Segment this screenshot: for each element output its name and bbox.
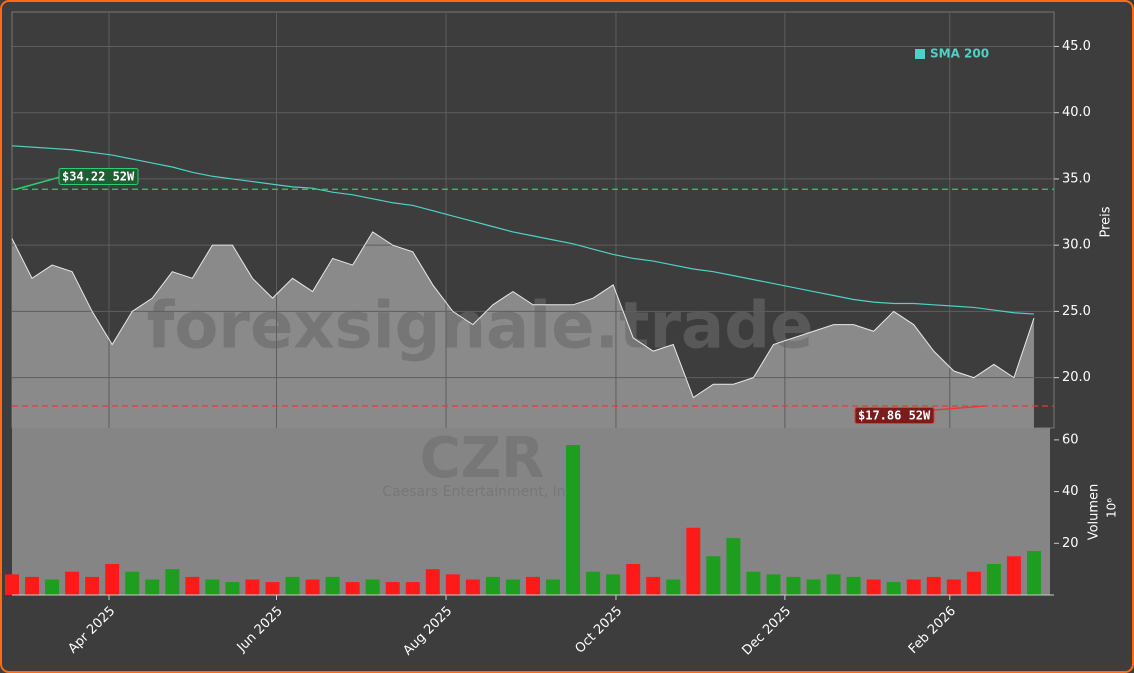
y-tick-label: 45.0 <box>1062 39 1091 54</box>
volume-bar <box>185 576 200 595</box>
volume-bar <box>385 582 400 595</box>
volume-bar <box>1026 551 1041 595</box>
volume-bar <box>926 576 941 595</box>
watermark: forexsignale.trade <box>147 290 814 364</box>
volume-bar <box>345 582 360 595</box>
volume-bar <box>886 582 901 595</box>
volume-bar <box>65 571 80 595</box>
y-tick-label: 20.0 <box>1062 370 1091 385</box>
volume-panel <box>12 428 1050 595</box>
volume-bar <box>946 579 961 595</box>
volume-bar <box>966 571 981 595</box>
legend-label: SMA 200 <box>930 47 989 61</box>
y-tick-label: 60 <box>1062 432 1079 447</box>
sma-line <box>11 145 1034 315</box>
annotation-label: $34.22 52W <box>62 170 135 184</box>
volume-bar <box>666 579 681 595</box>
volume-bar <box>85 576 100 595</box>
volume-bar <box>245 579 260 595</box>
volume-bar <box>786 576 801 595</box>
volume-bar <box>986 563 1001 595</box>
volume-bar <box>205 579 220 595</box>
volume-bar <box>405 582 420 595</box>
price-line <box>11 231 1035 399</box>
volume-bar <box>546 579 561 595</box>
volume-bar <box>325 576 340 595</box>
volume-bar <box>305 579 320 595</box>
y-tick-label: 30.0 <box>1062 238 1091 253</box>
y-axis-label: Volumen <box>1087 484 1102 541</box>
volume-bar <box>686 527 701 595</box>
volume-bar <box>586 571 601 595</box>
volume-bar <box>906 579 921 595</box>
volume-bar <box>45 579 60 595</box>
volume-bar <box>626 563 641 595</box>
volume-bar <box>646 576 661 595</box>
volume-bar <box>526 576 540 595</box>
volume-bar <box>566 445 581 595</box>
volume-bar <box>766 574 781 595</box>
volume-bar <box>125 571 140 595</box>
volume-bar <box>105 563 120 595</box>
volume-bar <box>265 582 280 595</box>
volume-bar <box>365 579 380 595</box>
company-watermark: Caesars Entertainment, Inc. <box>382 484 577 500</box>
volume-bar <box>465 579 480 595</box>
y-tick-label: 25.0 <box>1062 304 1091 319</box>
volume-bar <box>425 569 440 595</box>
volume-bar <box>826 574 841 595</box>
volume-bar <box>145 579 160 595</box>
volume-bar <box>606 574 621 595</box>
volume-bar <box>445 574 460 595</box>
y-tick-label: 40 <box>1062 484 1079 499</box>
volume-bar <box>485 576 500 595</box>
annotation-box <box>854 407 935 424</box>
volume-bar <box>5 574 19 595</box>
volume-bar <box>165 569 180 595</box>
volume-bar <box>225 582 240 595</box>
volume-bar <box>846 576 861 595</box>
volume-bar <box>706 556 721 595</box>
legend-swatch <box>915 49 925 59</box>
arrow <box>15 176 61 190</box>
annotation-box <box>58 168 139 185</box>
annotation-label: $17.86 52W <box>858 409 931 423</box>
y-axis-unit: 10⁶ <box>1105 498 1119 518</box>
volume-bar <box>25 576 40 595</box>
y-tick-label: 40.0 <box>1062 105 1091 120</box>
volume-bar <box>505 579 520 595</box>
volume-bar <box>806 579 821 595</box>
volume-bar <box>866 579 881 595</box>
volume-bar <box>726 538 741 595</box>
volume-bar <box>1006 556 1021 595</box>
volume-bar <box>285 576 300 595</box>
y-tick-label: 20 <box>1062 536 1079 551</box>
symbol-watermark: CZR <box>420 426 545 491</box>
y-tick-label: 35.0 <box>1062 171 1091 186</box>
y-axis-label: Preis <box>1099 206 1114 237</box>
volume-bar <box>746 571 761 595</box>
price-area <box>12 231 1034 428</box>
